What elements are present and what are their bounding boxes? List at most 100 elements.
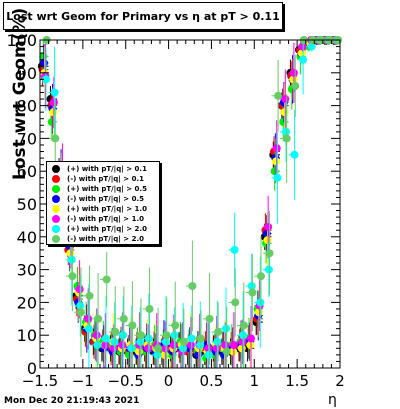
data-point	[297, 49, 306, 58]
x-tick-label: −1	[72, 372, 94, 390]
data-point	[75, 285, 84, 294]
legend-marker	[52, 225, 60, 233]
y-tick-label: 70	[17, 129, 37, 148]
data-point	[273, 173, 282, 182]
data-point	[205, 314, 214, 323]
legend-marker	[52, 185, 60, 193]
y-tick-label: 40	[17, 228, 37, 247]
x-tick-label: −1.5	[22, 372, 58, 390]
data-point	[256, 272, 265, 281]
y-tick-label: 80	[17, 97, 37, 116]
data-point	[92, 331, 101, 340]
data-point	[291, 81, 300, 90]
data-point	[68, 272, 77, 281]
data-point	[187, 341, 196, 350]
legend-marker	[52, 235, 60, 243]
data-point	[50, 88, 59, 97]
data-point	[144, 334, 153, 343]
data-point	[262, 229, 271, 238]
data-point	[94, 314, 103, 323]
data-point	[263, 236, 272, 245]
data-point	[93, 341, 102, 350]
data-point	[289, 68, 298, 77]
data-point	[51, 134, 60, 143]
data-point	[154, 344, 163, 353]
data-point	[238, 337, 247, 346]
data-point	[239, 321, 248, 330]
data-point	[110, 337, 119, 346]
legend-entry: (+) with pT/|q| > 0.5	[47, 184, 159, 194]
datestamp: Mon Dec 20 21:19:43 2021	[4, 396, 140, 406]
y-tick-label: 90	[17, 64, 37, 83]
data-point	[102, 334, 110, 343]
data-point	[169, 341, 178, 350]
data-point	[144, 344, 153, 353]
legend-marker	[52, 215, 60, 223]
data-point	[188, 282, 197, 290]
data-point	[111, 327, 120, 336]
data-point	[136, 331, 145, 340]
legend-entry: (-) with pT/|q| > 0.5	[47, 194, 159, 204]
legend-marker	[52, 195, 60, 203]
data-point	[248, 288, 257, 297]
data-point	[128, 321, 137, 330]
x-tick-label: 1	[250, 372, 260, 390]
data-point	[84, 324, 93, 333]
data-point	[282, 134, 291, 143]
legend-label: (+) with pT/|q| > 0.5	[67, 185, 147, 193]
data-point	[256, 298, 265, 307]
legend-label: (-) with pT/|q| > 0.1	[67, 175, 144, 183]
data-point	[153, 350, 162, 359]
data-point	[118, 341, 127, 350]
data-point	[84, 314, 93, 323]
legend-entry: (-) with pT/|q| > 0.1	[47, 174, 159, 184]
x-tick-label: 1.5	[285, 372, 309, 390]
data-point	[247, 282, 256, 290]
data-point	[170, 331, 179, 340]
data-point	[179, 337, 188, 346]
y-tick-label: 60	[17, 162, 37, 181]
y-tick-label: 20	[17, 293, 37, 312]
data-point	[246, 341, 255, 350]
data-point	[76, 308, 85, 317]
chart-title: Lost wrt Geom for Primary vs η at pT > 0…	[6, 9, 280, 23]
axes: −1.5 −1 −0.5 0 0.5 1 1.5 2010203040506070809010…	[6, 31, 344, 390]
data-point	[49, 108, 58, 117]
data-point	[66, 249, 75, 258]
data-point	[307, 42, 316, 51]
legend-label: (+) with pT/|q| > 0.1	[67, 165, 147, 173]
data-point	[229, 347, 238, 356]
data-point	[229, 341, 238, 350]
data-point	[212, 344, 221, 353]
data-point	[264, 222, 273, 231]
data-point	[119, 331, 128, 340]
data-point	[281, 95, 290, 104]
data-point	[214, 327, 223, 336]
data-point	[290, 150, 299, 159]
data-point	[213, 337, 222, 346]
data-point	[222, 347, 231, 356]
data-point	[196, 334, 205, 343]
legend-entry: (-) with pT/|q| > 2.0	[47, 234, 159, 244]
data-point	[298, 42, 307, 51]
data-point	[145, 304, 154, 313]
data-point	[221, 341, 230, 350]
data-point	[265, 249, 274, 258]
data-point	[49, 98, 58, 107]
data-point	[161, 344, 170, 353]
data-point	[76, 301, 85, 310]
data-point	[136, 337, 145, 346]
data-point	[264, 265, 273, 274]
data-point	[230, 245, 239, 254]
legend-label: (-) with pT/|q| > 0.5	[67, 195, 144, 203]
legend-label: (-) with pT/|q| > 2.0	[67, 235, 144, 243]
data-point	[204, 344, 213, 353]
legend-marker	[52, 175, 60, 183]
data-point	[102, 275, 111, 284]
x-tick-label: 0.5	[199, 372, 223, 390]
data-point	[231, 298, 240, 307]
data-point	[282, 127, 290, 136]
x-tick-label: −0.5	[107, 372, 143, 390]
data-point	[272, 144, 281, 153]
data-point	[179, 344, 188, 353]
